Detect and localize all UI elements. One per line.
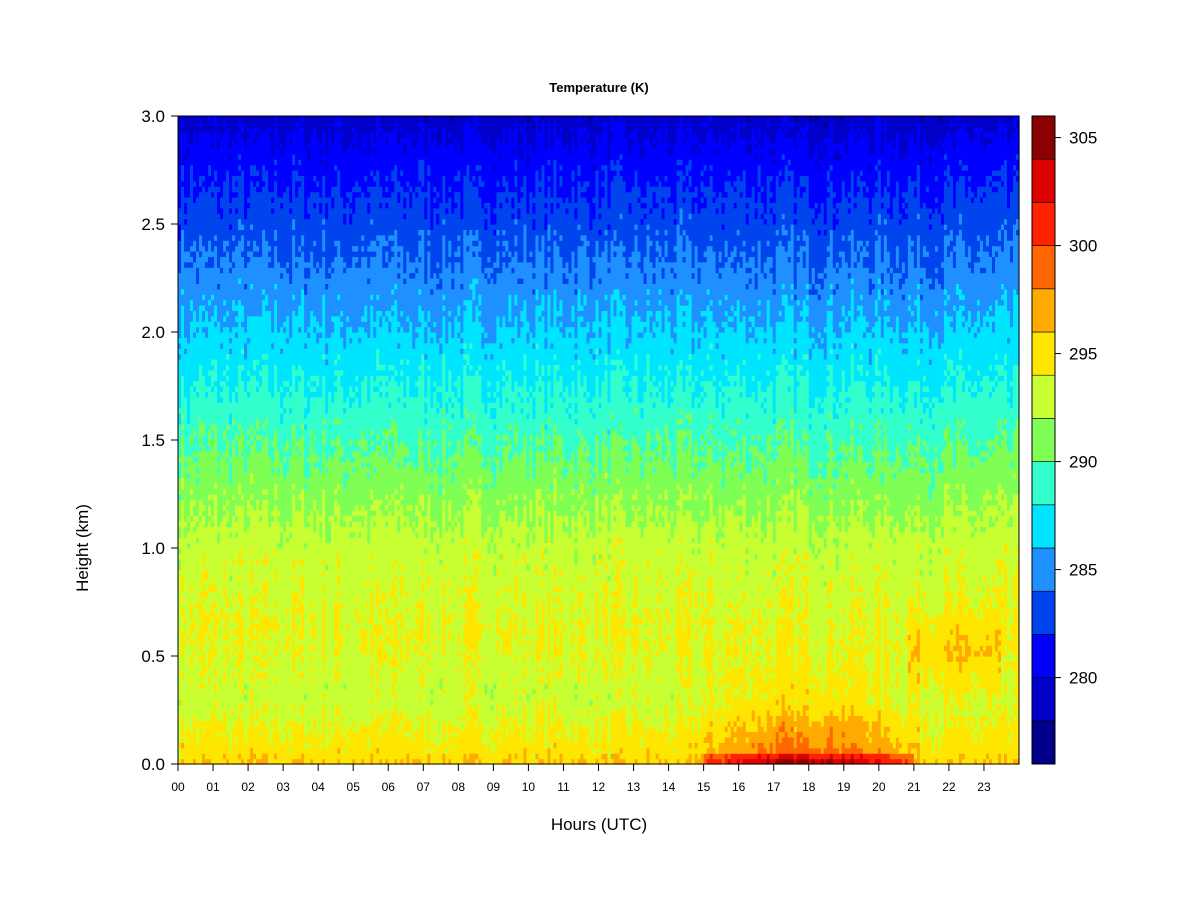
heatmap-plot-area bbox=[178, 116, 1020, 765]
chart-title: Temperature (K) bbox=[549, 80, 648, 95]
